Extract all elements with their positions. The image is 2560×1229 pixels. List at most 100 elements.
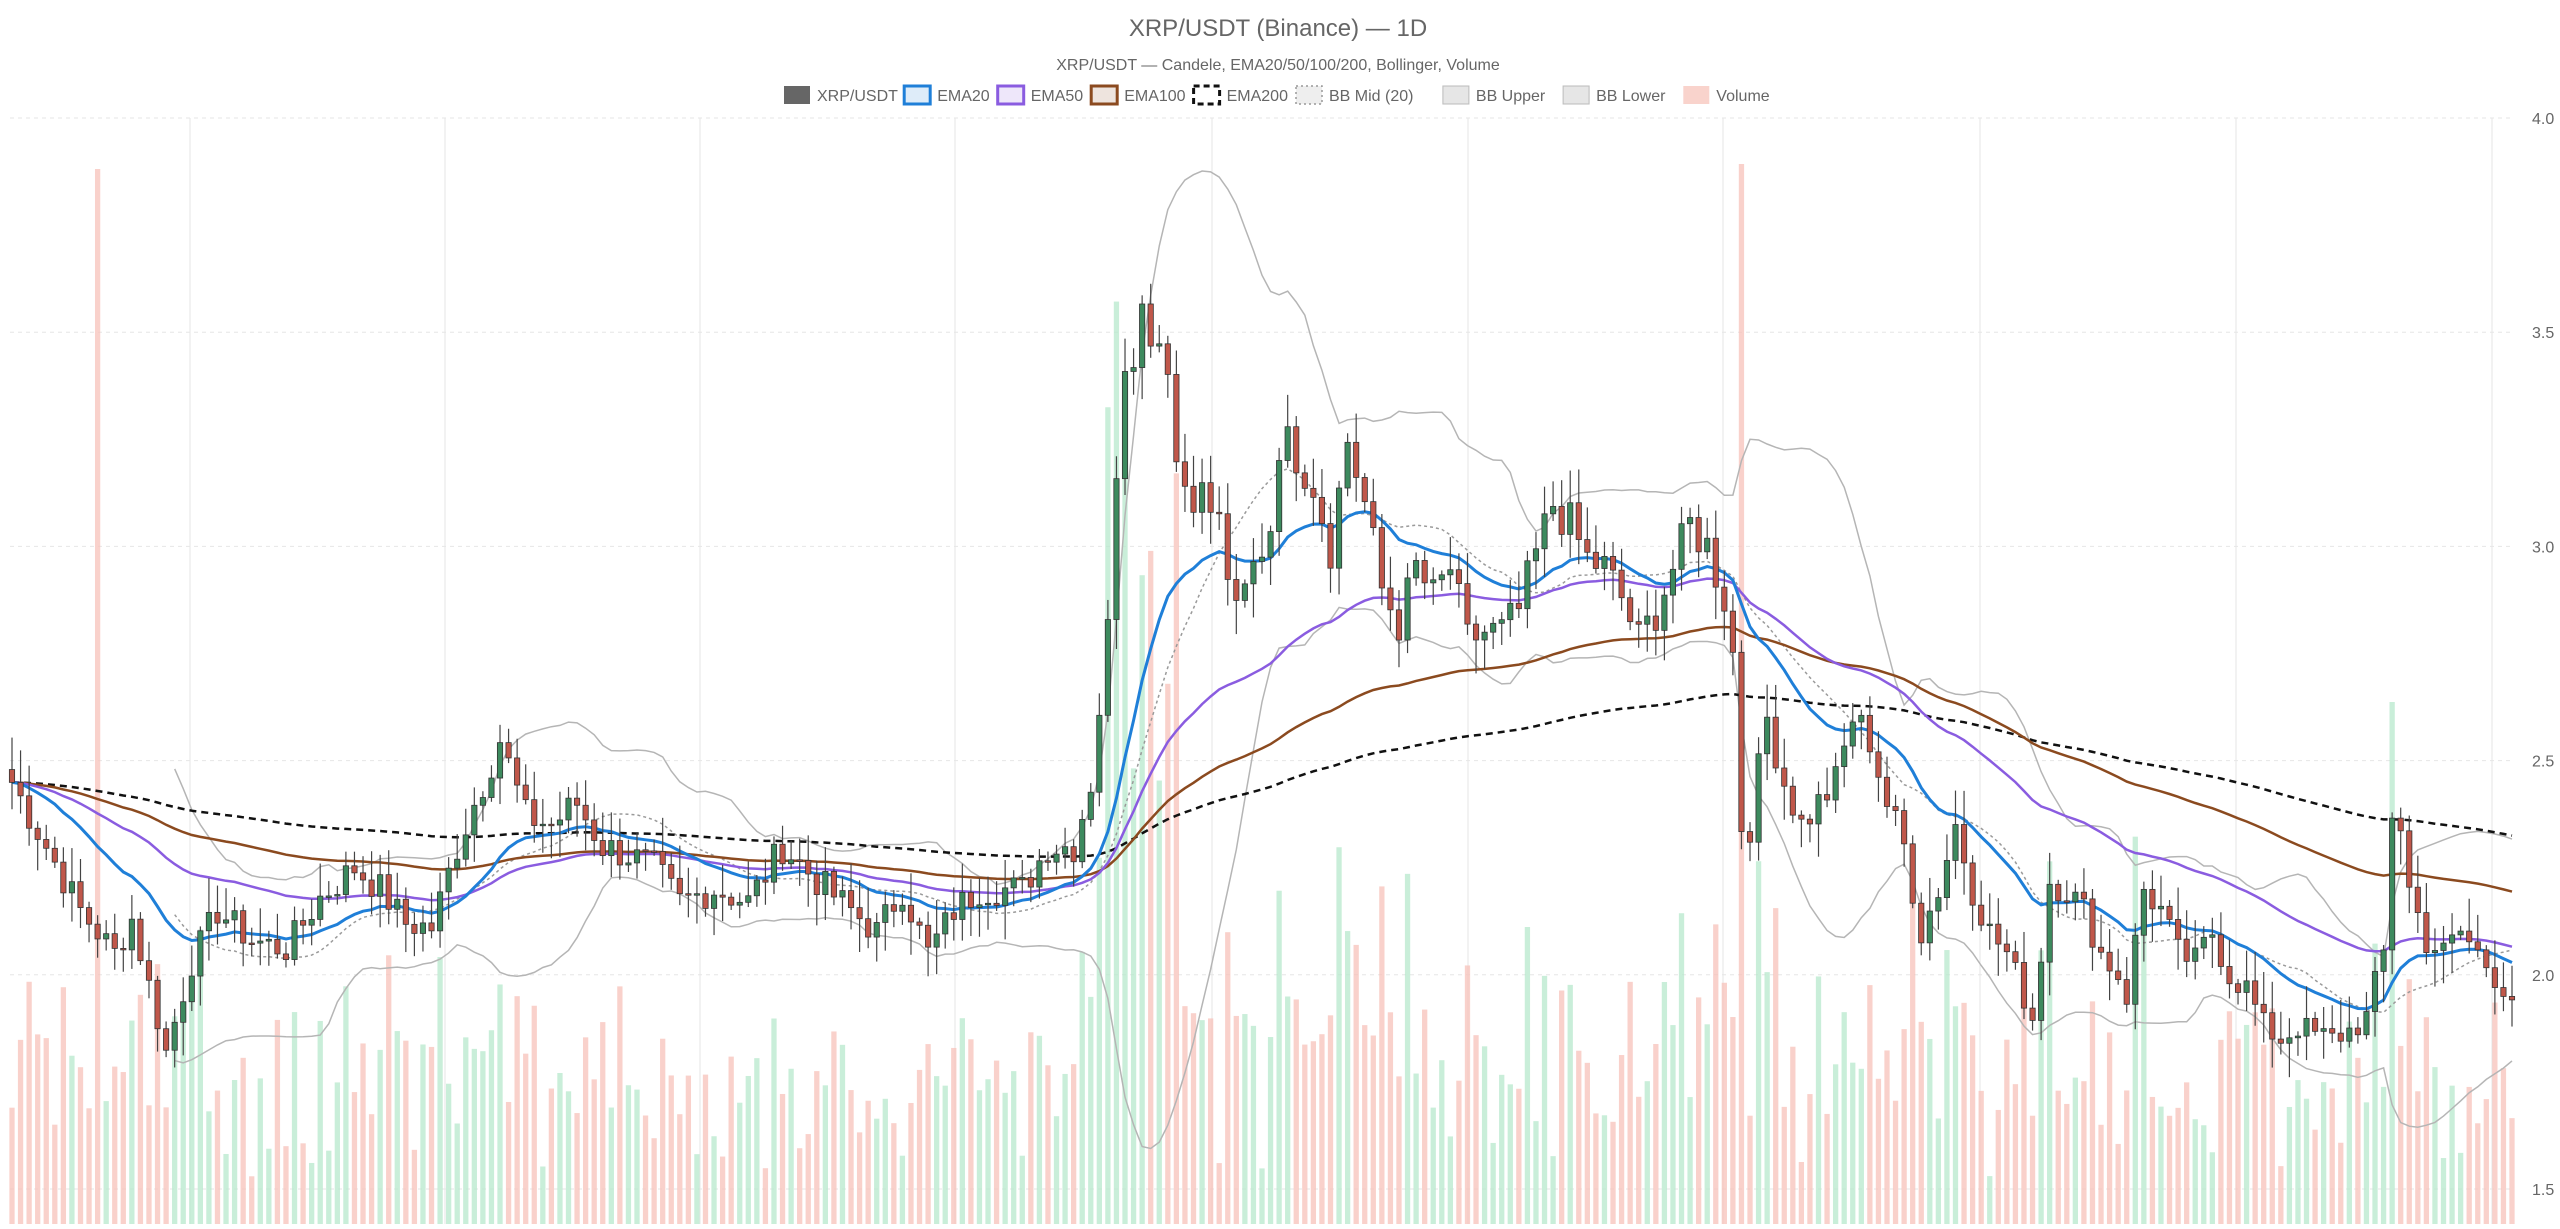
volume-bar bbox=[86, 1108, 92, 1224]
candle bbox=[1438, 570, 1445, 591]
candle bbox=[1284, 394, 1291, 468]
candle bbox=[2371, 956, 2379, 1037]
candle-body bbox=[496, 742, 504, 779]
candle bbox=[659, 817, 666, 888]
candle bbox=[188, 945, 195, 1012]
bollinger-bands bbox=[174, 170, 2513, 1150]
candle-body bbox=[2449, 934, 2456, 944]
candle-body bbox=[205, 911, 212, 932]
candle-body bbox=[1601, 556, 1608, 569]
candle bbox=[1952, 790, 1959, 880]
volume-bar bbox=[2269, 1008, 2275, 1224]
candle-body bbox=[1413, 560, 1420, 579]
volume-bar bbox=[2184, 1082, 2190, 1224]
candle-body bbox=[625, 862, 632, 866]
candle-body bbox=[1644, 615, 1651, 625]
candle-body bbox=[34, 827, 41, 840]
candle bbox=[2012, 940, 2019, 970]
volume-bar bbox=[1721, 982, 1727, 1224]
volume-bar bbox=[711, 1136, 717, 1224]
candle-body bbox=[1344, 441, 1351, 489]
candle bbox=[693, 877, 700, 924]
candle-body bbox=[1943, 860, 1950, 898]
volume-bar bbox=[1644, 1081, 1650, 1224]
candle bbox=[1370, 478, 1377, 536]
volume-bar bbox=[1910, 866, 1916, 1224]
candle-body bbox=[2277, 1038, 2284, 1044]
volume-bar bbox=[266, 1148, 272, 1224]
candle bbox=[1010, 870, 1017, 907]
candle bbox=[1070, 839, 1077, 887]
candle-body bbox=[137, 918, 144, 962]
volume-bar bbox=[1927, 1038, 1933, 1224]
volume-bar bbox=[848, 1090, 854, 1224]
volume-bar bbox=[1327, 1015, 1334, 1224]
candle-body bbox=[1079, 819, 1086, 863]
candle-body bbox=[479, 797, 486, 806]
volume-bar bbox=[788, 1068, 794, 1224]
candle-body bbox=[1190, 485, 1197, 513]
volume-bar bbox=[1105, 407, 1111, 1224]
volume-bar bbox=[206, 1111, 212, 1224]
candle bbox=[933, 900, 940, 975]
candle bbox=[1584, 507, 1591, 563]
volume-bar bbox=[2355, 1057, 2361, 1224]
volume-bar bbox=[557, 1073, 563, 1224]
volume-bar bbox=[309, 1162, 315, 1224]
volume-bar bbox=[2398, 1045, 2404, 1224]
candle-body bbox=[419, 922, 427, 934]
candle-body bbox=[1695, 517, 1702, 553]
candle bbox=[2175, 887, 2182, 970]
legend-swatch bbox=[1295, 85, 1323, 105]
candle-body bbox=[685, 893, 692, 896]
candle-body bbox=[43, 839, 50, 849]
volume-bar bbox=[2329, 1088, 2335, 1224]
candle-body bbox=[1952, 824, 1959, 861]
candle bbox=[1173, 350, 1180, 472]
candle-body bbox=[1207, 482, 1214, 513]
candle-body bbox=[565, 797, 572, 821]
volume-bar bbox=[77, 1067, 84, 1224]
candle bbox=[642, 842, 649, 871]
candle-body bbox=[1036, 860, 1043, 888]
candle-body bbox=[1935, 897, 1942, 912]
volume-bar bbox=[52, 1124, 58, 1224]
candle-body bbox=[959, 891, 966, 920]
candle-body bbox=[2466, 930, 2473, 943]
candle bbox=[2303, 986, 2310, 1061]
candle-body bbox=[1087, 791, 1094, 820]
candle-body bbox=[86, 907, 93, 925]
candle bbox=[822, 847, 829, 921]
candle bbox=[488, 765, 495, 802]
volume-bar bbox=[1362, 1025, 1368, 1224]
candle-body bbox=[1002, 887, 1009, 906]
volume-bar bbox=[737, 1102, 743, 1224]
candle bbox=[154, 975, 161, 1052]
candle bbox=[163, 1021, 170, 1058]
candle bbox=[976, 878, 983, 937]
candle bbox=[2320, 1007, 2327, 1059]
candle bbox=[2363, 991, 2370, 1040]
volume-bar bbox=[2449, 1085, 2455, 1224]
candle bbox=[1147, 283, 1154, 358]
candle-body bbox=[531, 799, 538, 826]
candle bbox=[222, 888, 230, 928]
candle bbox=[2226, 939, 2233, 999]
candle bbox=[462, 808, 469, 867]
candle-body bbox=[719, 894, 726, 898]
candle bbox=[291, 906, 298, 966]
candle bbox=[1224, 483, 1231, 606]
legend-item: BB Mid (20) bbox=[1295, 85, 1413, 105]
volume-bar bbox=[2320, 1082, 2327, 1224]
volume-bar bbox=[531, 1005, 537, 1224]
candle-body bbox=[26, 795, 33, 829]
candle bbox=[736, 892, 743, 919]
candle bbox=[1909, 835, 1916, 909]
candle bbox=[2500, 962, 2507, 1012]
candle bbox=[2209, 917, 2216, 969]
volume-bar bbox=[1173, 473, 1180, 1224]
volume-bar bbox=[916, 1069, 923, 1224]
volume-bar bbox=[865, 1100, 871, 1224]
candle bbox=[1336, 480, 1343, 595]
